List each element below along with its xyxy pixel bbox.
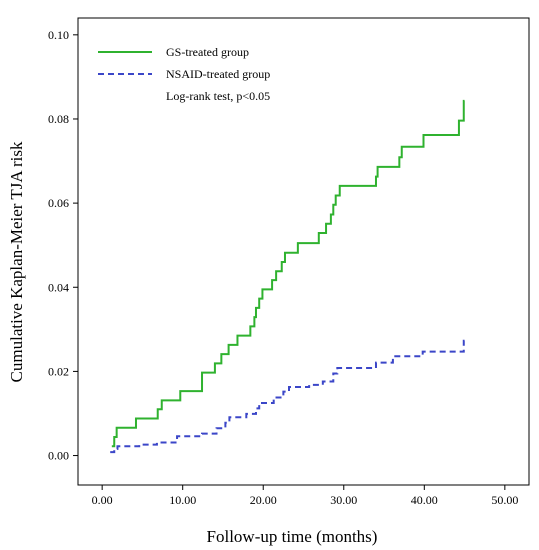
y-tick-label: 0.10	[48, 28, 69, 42]
y-tick-label: 0.08	[48, 112, 69, 126]
plot-border	[77, 17, 530, 486]
legend-label-nsaid: NSAID-treated group	[166, 67, 270, 81]
series-line-gs	[111, 99, 465, 448]
x-axis: 0.00 10.00 20.00 30.00 40.00 50.00	[92, 485, 518, 507]
logrank-annotation: Log-rank test, p<0.05	[166, 89, 270, 103]
y-tick-label: 0.00	[48, 449, 69, 463]
y-axis: 0.00 0.02 0.04 0.06 0.08 0.10	[48, 28, 78, 463]
x-axis-title: Follow-up time (months)	[207, 527, 378, 546]
x-tick-label: 20.00	[250, 493, 277, 507]
y-tick-label: 0.04	[48, 280, 69, 294]
legend: GS-treated group NSAID-treated group Log…	[98, 45, 270, 103]
legend-label-gs: GS-treated group	[166, 45, 249, 59]
series-layer	[110, 99, 465, 454]
x-tick-label: 40.00	[411, 493, 438, 507]
x-tick-label: 30.00	[330, 493, 357, 507]
series-line-nsaid	[110, 339, 465, 454]
x-tick-label: 10.00	[169, 493, 196, 507]
x-tick-label: 0.00	[92, 493, 113, 507]
y-tick-label: 0.06	[48, 196, 69, 210]
y-tick-label: 0.02	[48, 364, 69, 378]
x-tick-label: 50.00	[491, 493, 518, 507]
y-axis-title: Cumulative Kaplan-Meier TJA risk	[7, 141, 26, 382]
plot-area	[77, 17, 530, 486]
